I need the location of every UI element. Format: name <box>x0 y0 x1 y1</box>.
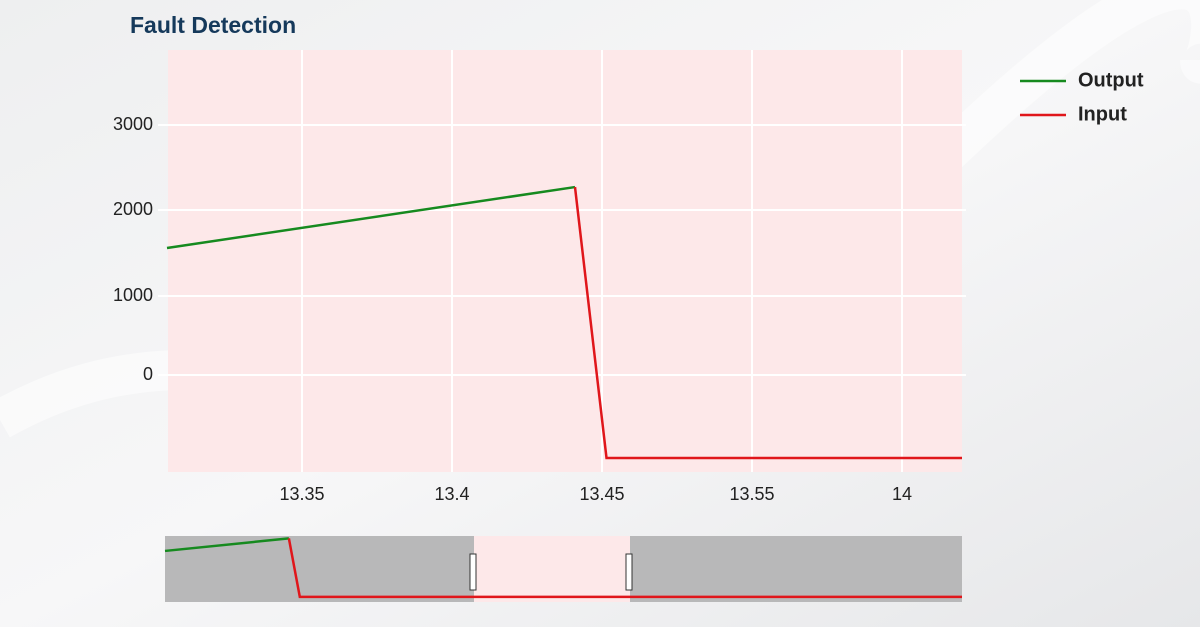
legend-label[interactable]: Output <box>1078 69 1144 91</box>
series-line <box>573 186 962 460</box>
y-tick-label: 1000 <box>113 285 153 305</box>
x-tick-label: 13.4 <box>434 484 469 504</box>
navigator-window[interactable] <box>474 536 630 602</box>
navigator-handle[interactable] <box>469 553 477 591</box>
legend-label[interactable]: Input <box>1078 103 1127 125</box>
chart-title: Fault Detection <box>130 12 296 38</box>
x-tick-label: 14 <box>892 484 912 504</box>
navigator-handle[interactable] <box>625 553 633 591</box>
y-tick-label: 0 <box>143 364 153 384</box>
navigator-line <box>287 538 962 599</box>
x-tick-label: 13.45 <box>579 484 624 504</box>
x-tick-label: 13.55 <box>729 484 774 504</box>
plot-area <box>168 50 962 472</box>
x-tick-label: 13.35 <box>279 484 324 504</box>
y-tick-label: 3000 <box>113 114 153 134</box>
y-tick-label: 2000 <box>113 199 153 219</box>
